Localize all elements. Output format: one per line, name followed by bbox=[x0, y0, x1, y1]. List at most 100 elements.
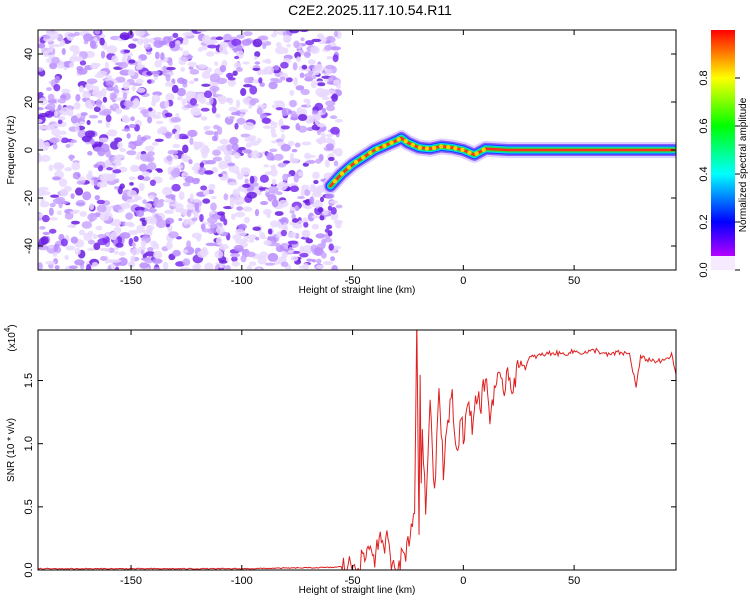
ridge-node bbox=[403, 139, 408, 144]
noise-blob bbox=[86, 120, 91, 126]
ridge-node bbox=[361, 155, 366, 160]
noise-blob bbox=[328, 156, 335, 162]
noise-blob bbox=[252, 67, 261, 71]
noise-blob bbox=[55, 196, 66, 204]
noise-blob bbox=[263, 239, 272, 246]
noise-blob bbox=[267, 228, 273, 235]
noise-blob bbox=[181, 98, 187, 106]
noise-blob bbox=[223, 150, 232, 156]
noise-blob bbox=[310, 46, 320, 54]
noise-blob bbox=[280, 261, 289, 268]
noise-blob bbox=[210, 36, 218, 41]
noise-blob bbox=[38, 97, 48, 106]
noise-blob bbox=[234, 211, 246, 218]
noise-blob bbox=[162, 261, 169, 270]
noise-blob bbox=[243, 77, 253, 84]
noise-blob bbox=[86, 78, 98, 84]
noise-blob bbox=[211, 166, 218, 173]
noise-blob bbox=[109, 104, 115, 111]
noise-blob bbox=[98, 137, 109, 143]
noise-blob bbox=[193, 112, 202, 116]
noise-blob bbox=[130, 255, 136, 264]
noise-blob bbox=[150, 70, 161, 75]
noise-blob bbox=[313, 201, 323, 209]
noise-blob bbox=[46, 103, 56, 110]
noise-blob bbox=[236, 117, 246, 125]
noise-blob bbox=[49, 217, 58, 221]
noise-blob bbox=[191, 177, 200, 185]
noise-blob bbox=[162, 65, 167, 75]
y-axis-label: Frequency (Hz) bbox=[6, 116, 17, 185]
noise-blob bbox=[138, 246, 147, 251]
noise-blob bbox=[38, 92, 44, 97]
noise-blob bbox=[114, 137, 123, 143]
noise-blob bbox=[174, 131, 180, 140]
noise-blob bbox=[246, 265, 253, 270]
noise-blob bbox=[299, 245, 305, 254]
noise-blob bbox=[193, 144, 200, 151]
noise-blob bbox=[91, 262, 99, 267]
noise-blob bbox=[187, 91, 197, 96]
noise-blob bbox=[164, 209, 172, 214]
noise-blob bbox=[320, 252, 327, 259]
noise-blob bbox=[281, 108, 287, 117]
noise-blob bbox=[143, 176, 151, 182]
noise-blob bbox=[311, 110, 319, 115]
noise-blob bbox=[335, 204, 343, 209]
ridge-node bbox=[481, 147, 486, 152]
noise-blob bbox=[155, 120, 164, 125]
ridge-node bbox=[353, 159, 359, 165]
noise-blob bbox=[40, 235, 49, 245]
noise-blob bbox=[217, 95, 227, 102]
noise-blob bbox=[78, 85, 85, 93]
noise-blob bbox=[255, 236, 260, 241]
noise-blob bbox=[127, 229, 139, 235]
noise-blob bbox=[119, 183, 125, 190]
noise-blob bbox=[330, 207, 337, 215]
noise-blob bbox=[92, 233, 98, 240]
noise-blob bbox=[290, 255, 299, 262]
y-tick-label: 0 bbox=[23, 147, 35, 153]
noise-blob bbox=[178, 191, 185, 201]
noise-blob bbox=[228, 97, 234, 105]
noise-blob bbox=[316, 258, 322, 264]
noise-blob bbox=[283, 222, 288, 230]
noise-blob bbox=[140, 153, 151, 162]
noise-blob bbox=[179, 47, 184, 52]
noise-blob bbox=[214, 250, 224, 259]
noise-blob bbox=[165, 66, 176, 71]
noise-blob bbox=[60, 238, 68, 247]
noise-blob bbox=[75, 199, 86, 207]
noise-blob bbox=[273, 153, 284, 161]
noise-blob bbox=[212, 87, 217, 97]
noise-blob bbox=[144, 202, 153, 209]
ridge-node bbox=[382, 143, 387, 148]
noise-blob bbox=[165, 217, 175, 225]
y-tick-label: 1.5 bbox=[23, 373, 35, 388]
noise-blob bbox=[278, 218, 287, 223]
noise-blob bbox=[312, 171, 320, 180]
noise-blob bbox=[262, 43, 267, 50]
noise-blob bbox=[75, 94, 81, 102]
noise-blob bbox=[121, 128, 131, 132]
noise-blob bbox=[148, 194, 155, 200]
noise-blob bbox=[326, 137, 333, 144]
y-axis-label: SNR (10 * v/v) bbox=[6, 418, 17, 482]
noise-blob bbox=[328, 243, 334, 251]
noise-blob bbox=[119, 148, 127, 153]
noise-blob bbox=[256, 104, 267, 108]
noise-blob bbox=[114, 250, 119, 255]
noise-blob bbox=[127, 69, 136, 77]
noise-blob bbox=[261, 117, 271, 124]
noise-blob bbox=[126, 150, 137, 156]
y-tick-label: 0.0 bbox=[23, 562, 35, 577]
noise-blob bbox=[146, 247, 154, 252]
noise-blob bbox=[189, 69, 200, 75]
noise-blob bbox=[60, 137, 69, 144]
ridge-node bbox=[346, 165, 352, 170]
noise-blob bbox=[97, 119, 103, 124]
noise-blob bbox=[114, 178, 120, 184]
noise-blob bbox=[92, 90, 102, 97]
noise-blob bbox=[325, 143, 334, 151]
noise-blob bbox=[135, 156, 142, 160]
